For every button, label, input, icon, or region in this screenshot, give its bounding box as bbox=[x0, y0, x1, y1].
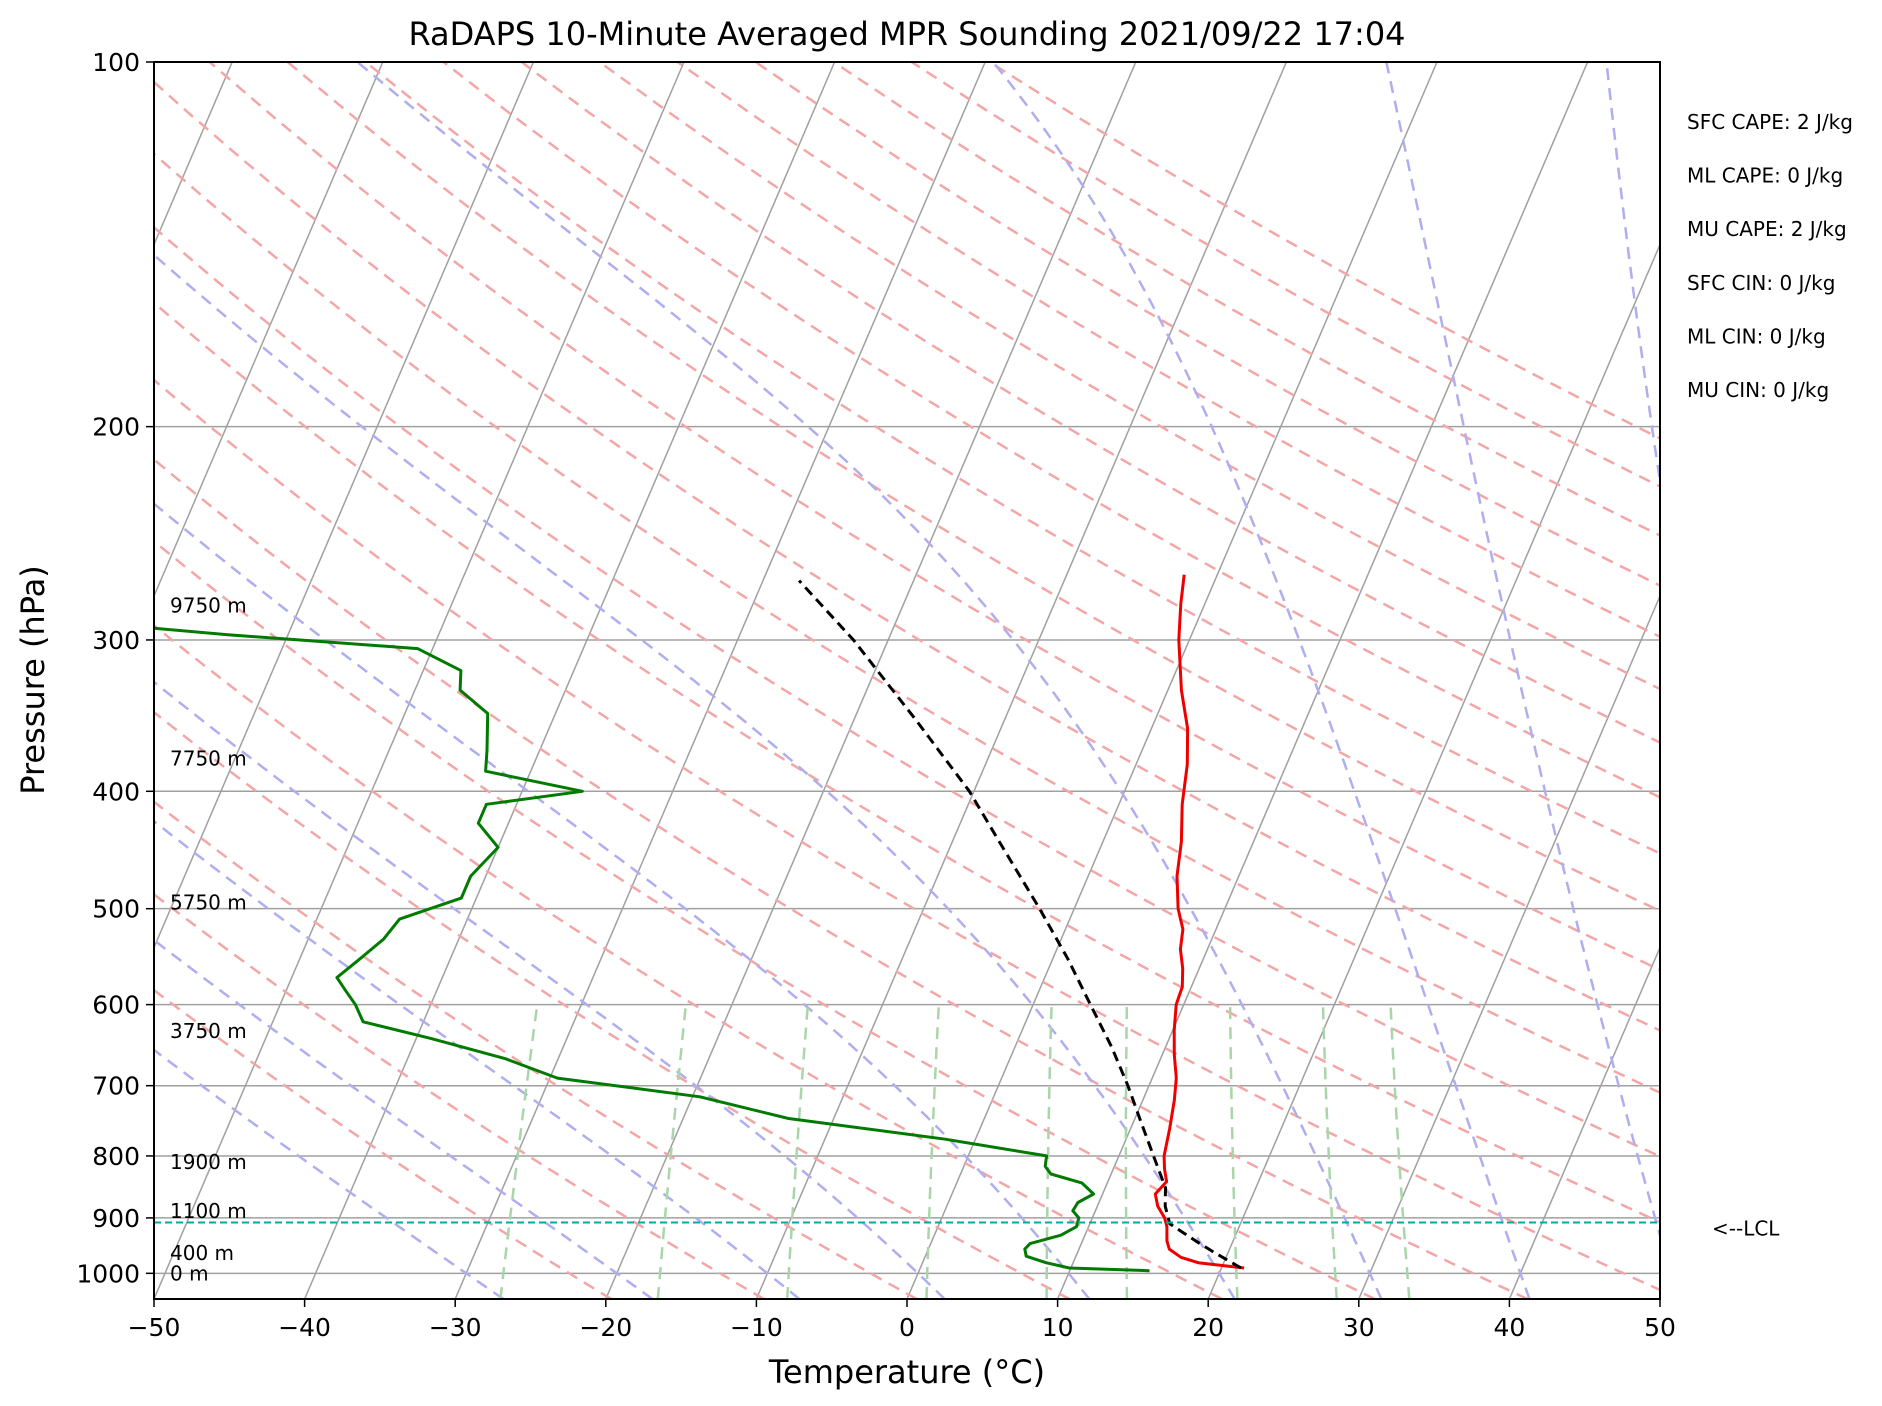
height-label: 7750 m bbox=[170, 747, 247, 771]
moist-adiabat-line bbox=[356, 62, 1383, 1299]
x-tick-label: −20 bbox=[579, 1313, 632, 1342]
isotherm-line bbox=[1207, 242, 1660, 1299]
stat-text: ML CAPE: 0 J/kg bbox=[1687, 164, 1843, 188]
height-label: 400 m bbox=[170, 1241, 234, 1265]
lcl-marker: <--LCL bbox=[154, 1217, 1780, 1241]
mixing-ratio-line bbox=[925, 1004, 941, 1299]
moist-adiabat-line bbox=[154, 502, 1091, 1299]
moist-adiabat-line bbox=[154, 253, 1236, 1299]
x-axis-label: Temperature (°C) bbox=[768, 1353, 1045, 1391]
dry-adiabat-line bbox=[154, 539, 1376, 1299]
dry-adiabat-line bbox=[676, 62, 1660, 639]
y-tick-label: 700 bbox=[92, 1072, 140, 1101]
y-tick-label: 200 bbox=[92, 413, 140, 442]
isotherm-line bbox=[1508, 945, 1660, 1299]
height-label: 9750 m bbox=[170, 594, 247, 618]
x-tick-label: −10 bbox=[730, 1313, 783, 1342]
isotherm-line bbox=[454, 62, 986, 1299]
stat-text: SFC CIN: 0 J/kg bbox=[1687, 271, 1835, 295]
x-tick-label: −40 bbox=[278, 1313, 331, 1342]
y-tick-label: 300 bbox=[92, 626, 140, 655]
series-line-1 bbox=[1153, 574, 1245, 1270]
dry-adiabat-line bbox=[364, 62, 1660, 855]
x-tick-label: 30 bbox=[1343, 1313, 1375, 1342]
isotherm-line bbox=[154, 62, 384, 598]
mixing-ratio-line bbox=[785, 1004, 810, 1299]
mixing-ratio-line bbox=[1389, 1004, 1411, 1299]
dry-adiabat-line bbox=[154, 80, 1660, 1032]
mixing-ratio-line bbox=[656, 1004, 688, 1299]
y-tick-label: 100 bbox=[92, 48, 140, 77]
isotherm-line bbox=[1056, 62, 1589, 1299]
height-label: 5750 m bbox=[170, 890, 247, 914]
dry-adiabat-line bbox=[988, 62, 1660, 440]
moist-adiabat-line bbox=[154, 680, 946, 1299]
x-tick-label: 0 bbox=[899, 1313, 915, 1342]
height-label: 1100 m bbox=[170, 1199, 247, 1223]
mixing-ratio-line bbox=[1124, 1004, 1129, 1299]
moist-adiabat-line bbox=[154, 938, 654, 1299]
x-tick-label: 40 bbox=[1493, 1313, 1525, 1342]
dry-adiabat-line bbox=[598, 62, 1660, 691]
stats-panel: SFC CAPE: 2 J/kg ML CAPE: 0 J/kg MU CAPE: … bbox=[1687, 110, 1853, 402]
x-tick-label: −30 bbox=[429, 1313, 482, 1342]
x-tick-label: 50 bbox=[1644, 1313, 1676, 1342]
moist-adiabat-line bbox=[991, 62, 1531, 1299]
data-series bbox=[154, 574, 1245, 1273]
moist-adiabat-line bbox=[1385, 62, 1660, 1240]
dry-adiabat-line bbox=[154, 378, 1660, 1292]
dry-adiabat-line bbox=[520, 62, 1660, 744]
lcl-label: <--LCL bbox=[1712, 1217, 1780, 1241]
isotherm-line bbox=[154, 62, 535, 950]
axes: −50 −40 −30 −20 −10 0 10 20 30 40 50 100 200 300 400 50… bbox=[76, 48, 1676, 1342]
dry-adiabat-line bbox=[154, 710, 1070, 1299]
dry-adiabat-line bbox=[154, 457, 1529, 1299]
dry-adiabat-line bbox=[154, 301, 1660, 1224]
mixing-ratio-line bbox=[499, 1004, 539, 1299]
height-label: 1900 m bbox=[170, 1150, 247, 1174]
x-tick-label: 20 bbox=[1192, 1313, 1224, 1342]
isotherm-line bbox=[755, 62, 1288, 1299]
dry-adiabat-line bbox=[154, 800, 918, 1299]
y-axis-label: Pressure (hPa) bbox=[14, 565, 52, 795]
y-tick-label: 900 bbox=[92, 1204, 140, 1233]
series-line-2 bbox=[797, 579, 1242, 1270]
stat-text: ML CIN: 0 J/kg bbox=[1687, 324, 1826, 348]
mixing-ratio-line bbox=[1228, 1004, 1239, 1299]
height-label: 0 m bbox=[170, 1261, 209, 1285]
stat-text: MU CIN: 0 J/kg bbox=[1687, 378, 1829, 402]
isotherm-line bbox=[605, 62, 1137, 1299]
dry-adiabat-line bbox=[286, 62, 1660, 913]
dry-adiabat-line bbox=[154, 152, 1660, 1095]
y-tick-label: 500 bbox=[92, 895, 140, 924]
dry-adiabat-line bbox=[154, 623, 1223, 1299]
mixing-ratio-line bbox=[1045, 1004, 1053, 1299]
stat-text: SFC CAPE: 2 J/kg bbox=[1687, 110, 1853, 134]
dry-adiabat-line bbox=[754, 62, 1660, 587]
chart-title: RaDAPS 10-Minute Averaged MPR Sounding 2… bbox=[408, 15, 1405, 53]
moist-adiabat-line bbox=[154, 819, 801, 1299]
dry-adiabat-line bbox=[154, 988, 612, 1299]
isotherm-line bbox=[1358, 594, 1660, 1299]
mixing-ratio-line bbox=[1321, 1004, 1339, 1299]
height-labels: 9750 m 7750 m 5750 m 3750 m 1900 m 1100 m 400 … bbox=[170, 594, 247, 1286]
background-lines bbox=[154, 62, 1660, 1299]
dry-adiabat-line bbox=[154, 225, 1660, 1158]
moist-adiabat-line bbox=[154, 1048, 505, 1299]
y-tick-label: 400 bbox=[92, 777, 140, 806]
height-label: 3750 m bbox=[170, 1019, 247, 1043]
x-tick-label: −50 bbox=[128, 1313, 181, 1342]
y-tick-label: 600 bbox=[92, 991, 140, 1020]
y-tick-label: 1000 bbox=[76, 1259, 140, 1288]
isotherm-line bbox=[906, 62, 1438, 1299]
series-line-3 bbox=[154, 626, 1150, 1273]
isotherm-line bbox=[303, 62, 836, 1299]
stat-text: MU CAPE: 2 J/kg bbox=[1687, 217, 1847, 241]
x-tick-label: 10 bbox=[1042, 1313, 1074, 1342]
isotherm-line bbox=[154, 62, 685, 1299]
y-tick-label: 800 bbox=[92, 1142, 140, 1171]
dry-adiabat-line bbox=[154, 892, 765, 1299]
